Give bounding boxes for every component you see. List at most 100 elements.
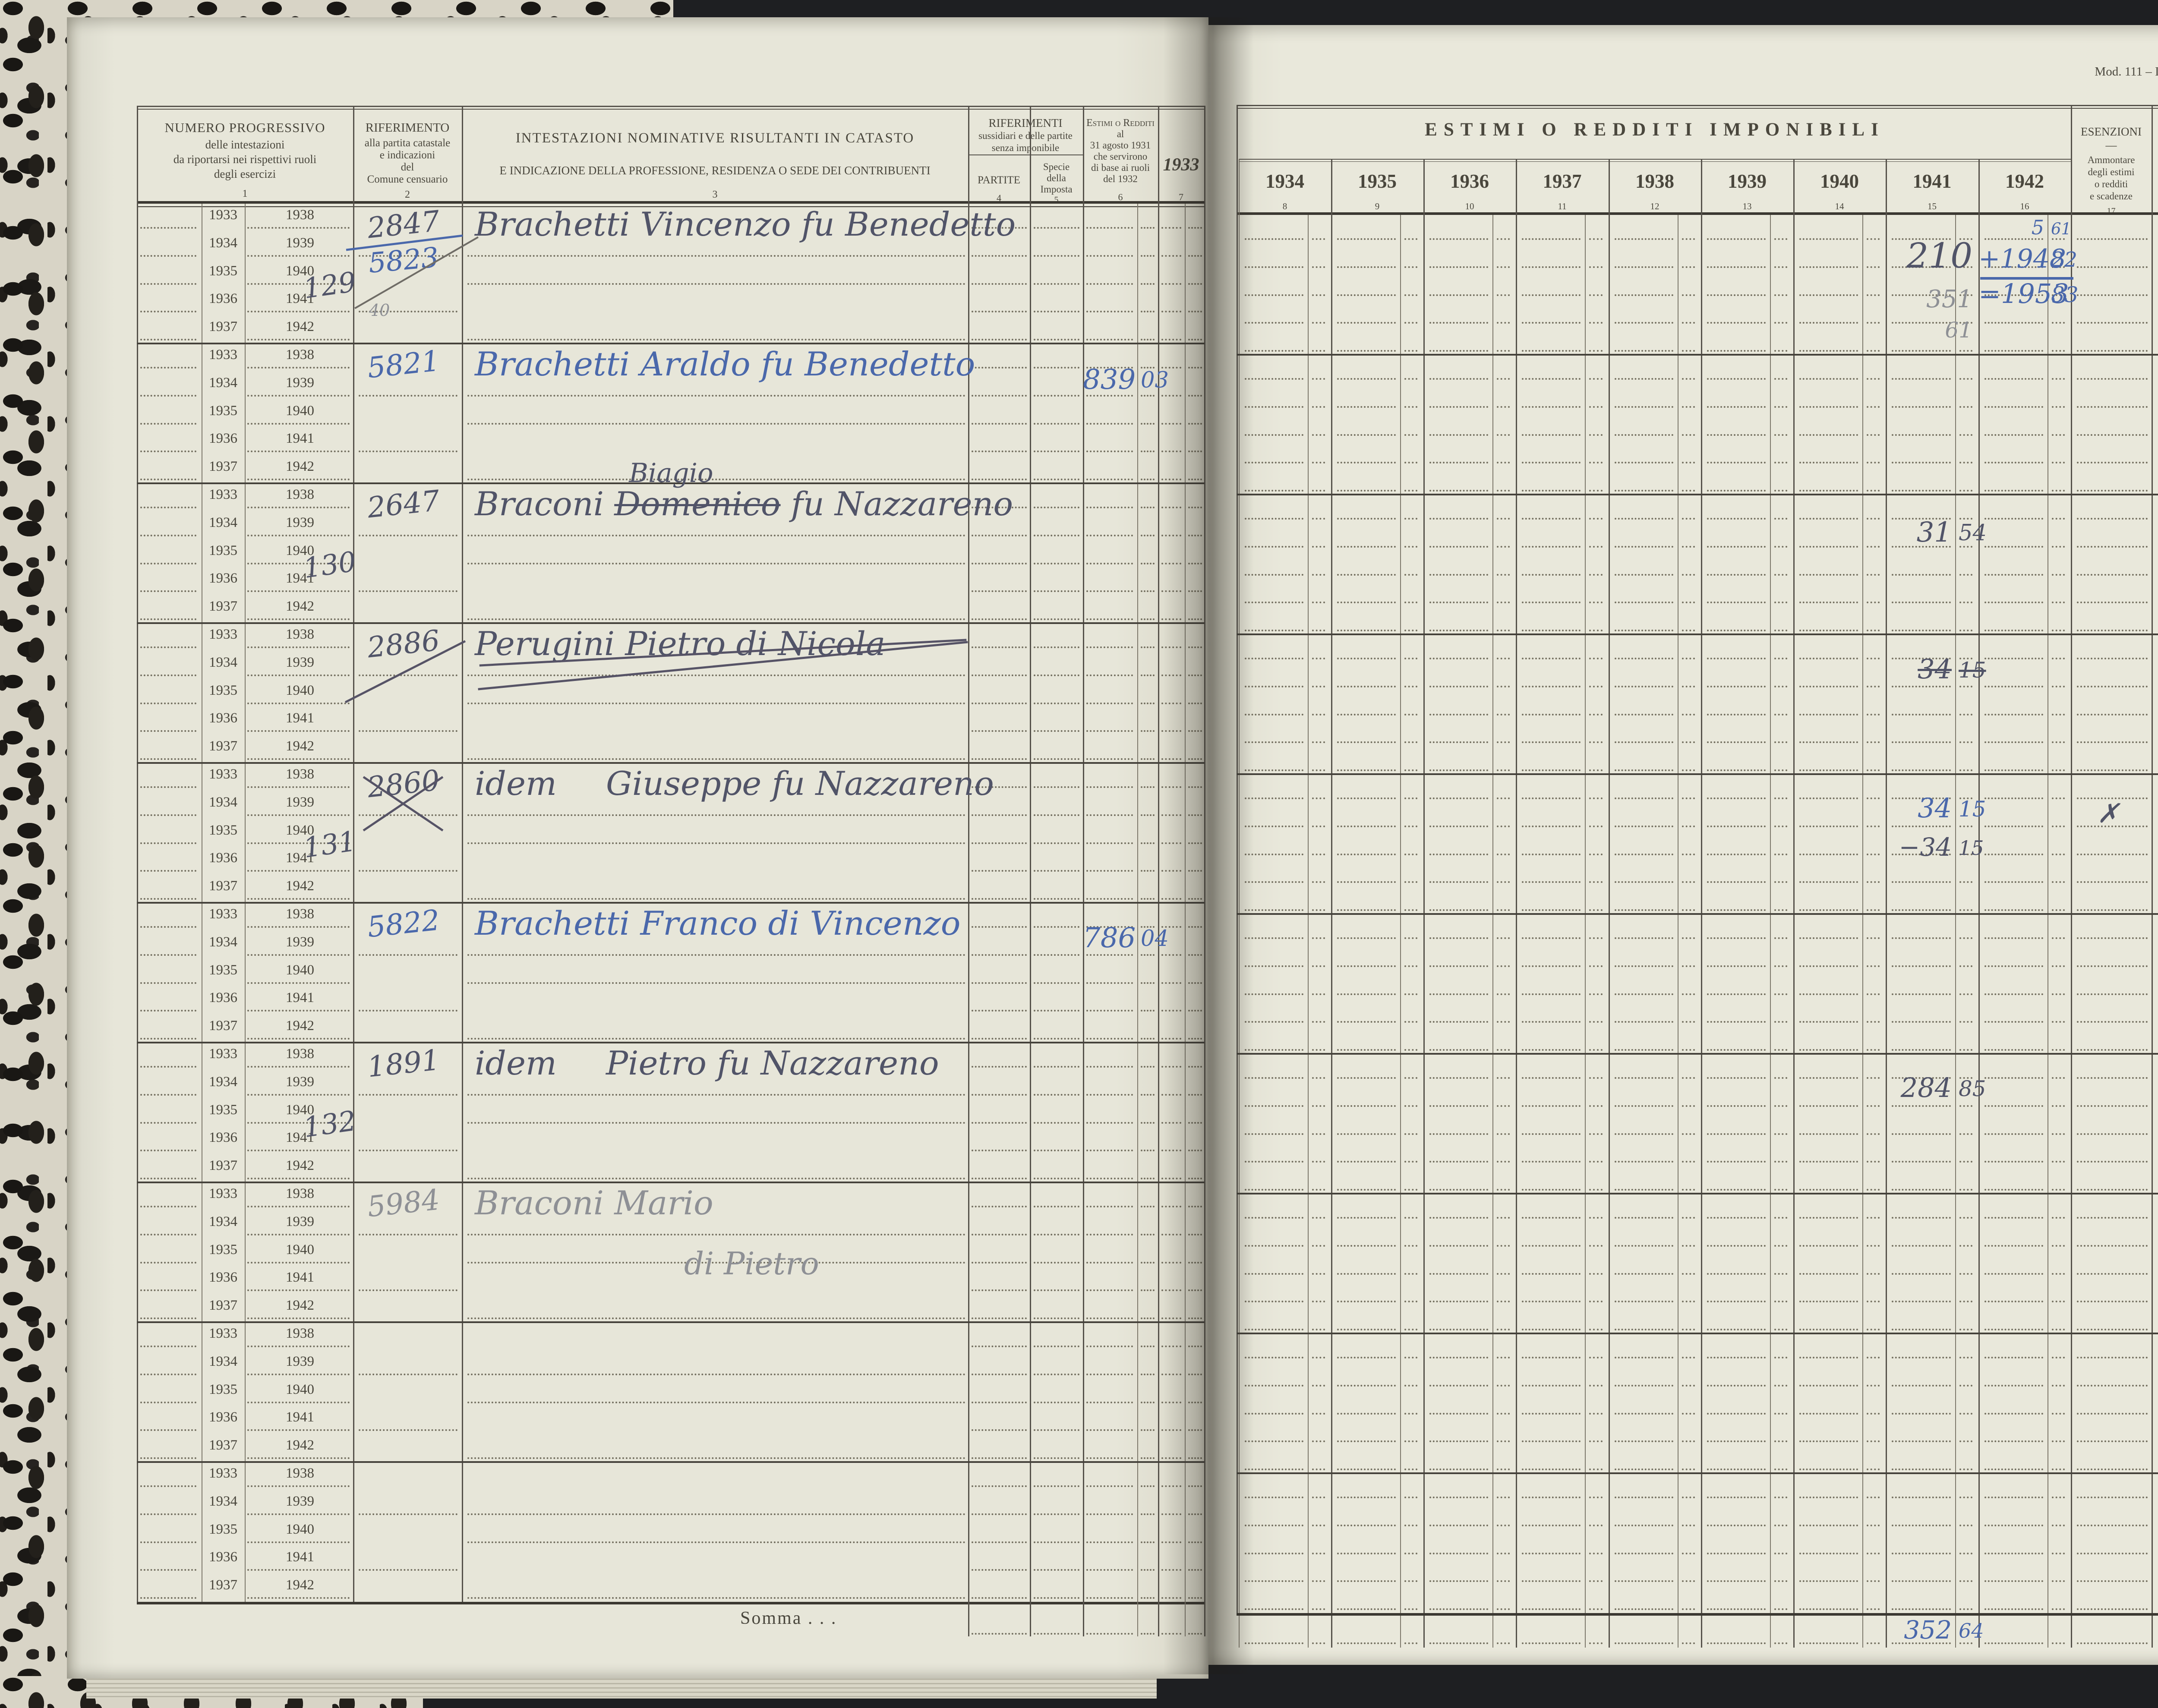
dotted-line	[972, 1457, 1027, 1459]
grid-line	[1955, 215, 1956, 1648]
dotted-line	[1404, 1412, 1417, 1415]
dotted-line	[1404, 937, 1417, 939]
dotted-line	[1799, 1161, 1858, 1163]
dotted-line	[140, 1317, 196, 1320]
dotted-line	[1141, 1633, 1155, 1635]
dotted-line	[1429, 937, 1488, 939]
dotted-line	[359, 1429, 457, 1431]
dotted-line	[2052, 574, 2065, 576]
dotted-line	[1034, 311, 1079, 313]
dotted-line	[1682, 518, 1695, 520]
dotted-line	[1337, 434, 1396, 436]
dotted-line	[1161, 1633, 1181, 1635]
dotted-line	[1959, 658, 1972, 659]
dotted-line	[467, 814, 965, 816]
dotted-line	[1959, 545, 1972, 548]
entry-name: idem Pietro fu Nazzareno	[475, 1047, 971, 1080]
dotted-line	[1892, 1580, 1951, 1582]
dotted-line	[1337, 1552, 1396, 1554]
dotted-line	[1404, 490, 1417, 492]
dotted-line	[1034, 394, 1079, 397]
dotted-line	[1337, 993, 1396, 995]
dotted-line	[1774, 518, 1787, 520]
dotted-line	[1522, 1273, 1581, 1275]
dotted-line	[1245, 322, 1303, 324]
dotted-line	[1337, 1497, 1396, 1498]
year-column-label: 1941	[1912, 170, 1952, 192]
dotted-line	[1497, 1642, 1510, 1644]
dotted-line	[972, 367, 1027, 369]
column-header-specie-2: della	[1047, 173, 1066, 183]
column-header-partite: PARTITE	[978, 174, 1020, 186]
dotted-line	[1867, 1608, 1880, 1610]
grid-line	[137, 1321, 1204, 1323]
dotted-line	[2077, 1133, 2148, 1135]
dotted-line	[1984, 1608, 2043, 1610]
dotted-line	[1429, 294, 1488, 296]
dotted-line	[1161, 702, 1181, 704]
dotted-line	[1615, 350, 1673, 352]
dotted-line	[1959, 965, 1972, 967]
dotted-line	[1429, 1049, 1488, 1051]
dotted-line	[1429, 685, 1488, 687]
dotted-line	[1141, 534, 1155, 536]
dotted-line	[972, 1317, 1027, 1320]
dotted-line	[1497, 1133, 1510, 1135]
dotted-line	[1774, 881, 1787, 883]
dotted-line	[1141, 898, 1155, 900]
dotted-line	[1161, 311, 1181, 313]
dotted-line	[1682, 965, 1695, 967]
dotted-line	[1984, 685, 2043, 687]
dotted-line	[1245, 1357, 1303, 1358]
dotted-line	[359, 1233, 457, 1235]
dotted-line	[359, 814, 457, 816]
dotted-line	[1141, 311, 1155, 313]
dotted-line	[1892, 574, 1951, 576]
dotted-line	[1522, 1608, 1581, 1610]
dotted-line	[1682, 434, 1695, 436]
dotted-line	[1615, 797, 1673, 799]
dotted-line	[1245, 462, 1303, 464]
dotted-line	[1774, 1384, 1787, 1387]
dotted-line	[140, 590, 196, 592]
dotted-line	[1589, 685, 1603, 687]
dotted-line	[1799, 1469, 1858, 1471]
dotted-line	[1497, 574, 1510, 576]
dotted-line	[2077, 1161, 2148, 1163]
dotted-line	[1774, 1329, 1787, 1331]
exercise-year-label: 1939	[286, 375, 314, 391]
grid-line	[1237, 1193, 2158, 1194]
grid-line	[137, 201, 1204, 204]
dotted-line	[467, 1233, 965, 1235]
exercise-year-label: 1934	[209, 1353, 237, 1369]
dotted-line	[1404, 1384, 1417, 1387]
grid-line	[137, 482, 1204, 484]
grid-line	[1237, 1613, 2158, 1616]
dotted-line	[1774, 993, 1787, 995]
grid-line	[1237, 913, 2158, 915]
exercise-year-label: 1941	[286, 431, 314, 447]
dotted-line	[140, 1513, 196, 1515]
year-column-number: 9	[1375, 201, 1380, 211]
dotted-line	[1497, 378, 1510, 380]
dotted-line	[140, 1429, 196, 1431]
dotted-line	[1959, 881, 1972, 883]
dotted-line	[1429, 965, 1488, 967]
dotted-line	[1188, 1457, 1202, 1459]
dotted-line	[1867, 685, 1880, 687]
dotted-line	[1867, 462, 1880, 464]
dotted-line	[2077, 574, 2148, 576]
dotted-line	[247, 1373, 350, 1375]
dotted-line	[1522, 462, 1581, 464]
dotted-line	[1615, 322, 1673, 324]
dotted-line	[1682, 1329, 1695, 1331]
dotted-line	[1161, 674, 1181, 676]
dotted-line	[1188, 1373, 1202, 1375]
dotted-line	[1867, 434, 1880, 436]
grid-line	[1237, 494, 2158, 495]
dotted-line	[1034, 1633, 1079, 1635]
dotted-line	[1245, 630, 1303, 632]
dotted-line	[2052, 993, 2065, 995]
dotted-line	[1589, 1161, 1603, 1163]
dotted-line	[2077, 294, 2148, 296]
